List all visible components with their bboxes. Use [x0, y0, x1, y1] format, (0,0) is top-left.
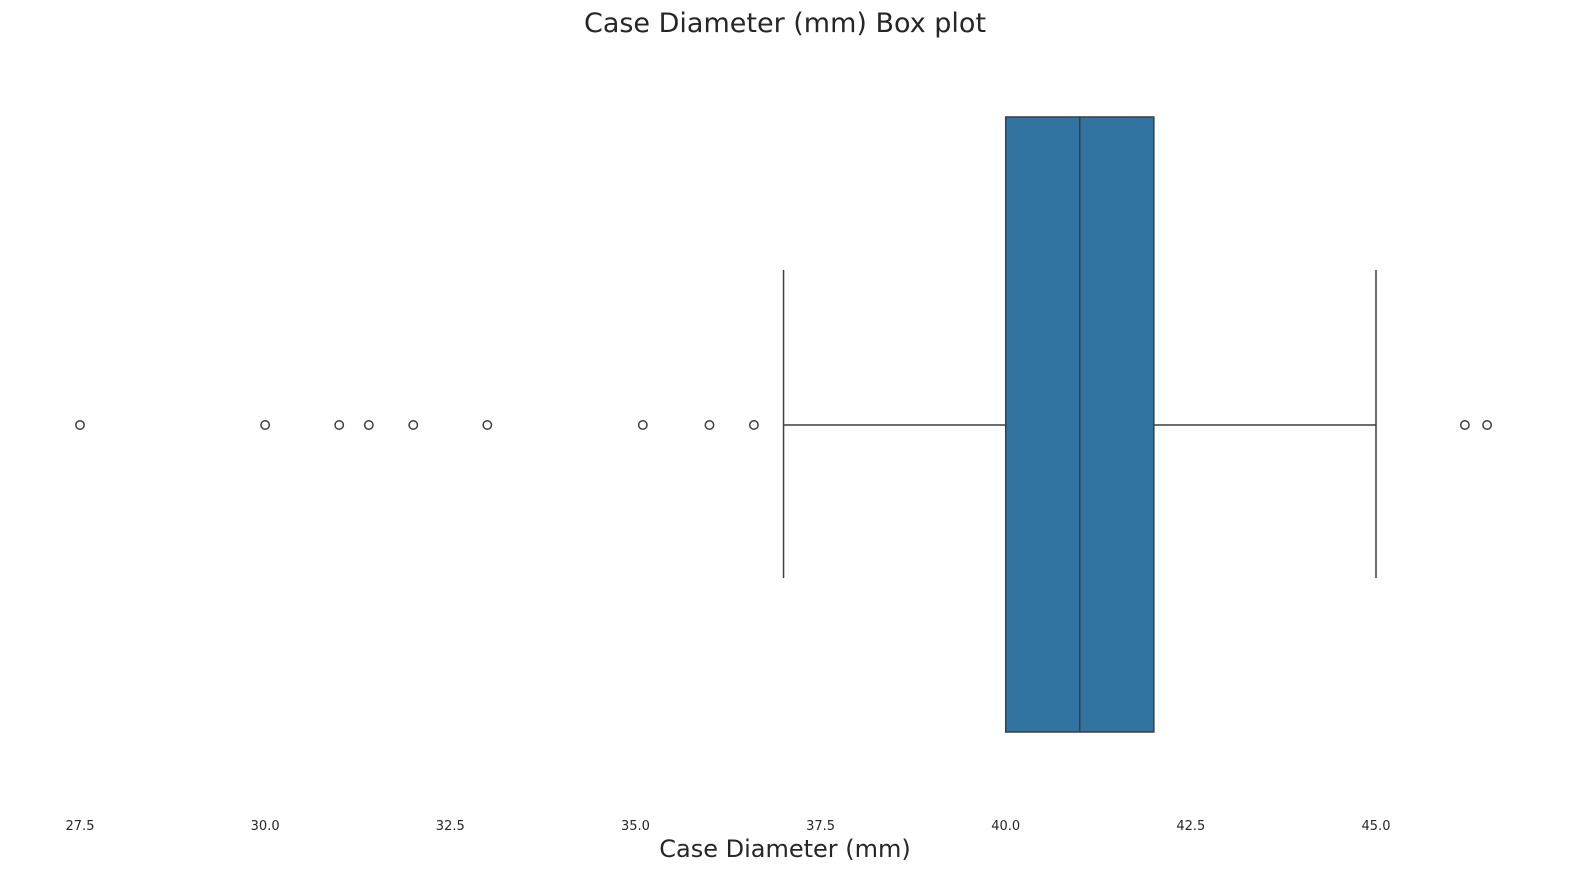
outlier-point — [704, 420, 715, 430]
outlier-point — [408, 420, 419, 430]
outlier-point — [748, 420, 759, 430]
x-axis-label: Case Diameter (mm) — [659, 835, 911, 863]
x-tick-label: 30.0 — [251, 819, 280, 834]
chart-title: Case Diameter (mm) Box plot — [584, 8, 986, 39]
outlier-point — [260, 420, 271, 430]
x-tick-label: 37.5 — [806, 819, 835, 834]
x-tick-label: 40.0 — [991, 819, 1020, 834]
x-tick-label: 35.0 — [621, 819, 650, 834]
outlier-point — [1459, 420, 1470, 430]
x-tick-label: 32.5 — [436, 819, 465, 834]
outlier-point — [334, 420, 345, 430]
outlier-points — [75, 420, 1493, 430]
outlier-point — [482, 420, 493, 430]
outlier-point — [1482, 420, 1493, 430]
outlier-point — [637, 420, 648, 430]
x-tick-label: 27.5 — [66, 819, 95, 834]
outlier-point — [75, 420, 85, 430]
outlier-point — [363, 420, 374, 430]
x-tick-label: 42.5 — [1176, 819, 1205, 834]
x-tick-label: 45.0 — [1362, 819, 1391, 834]
box-plot — [782, 116, 1377, 733]
x-axis-ticks: 27.5 30.0 32.5 35.0 37.5 40.0 42.5 45.0 — [66, 819, 1391, 834]
